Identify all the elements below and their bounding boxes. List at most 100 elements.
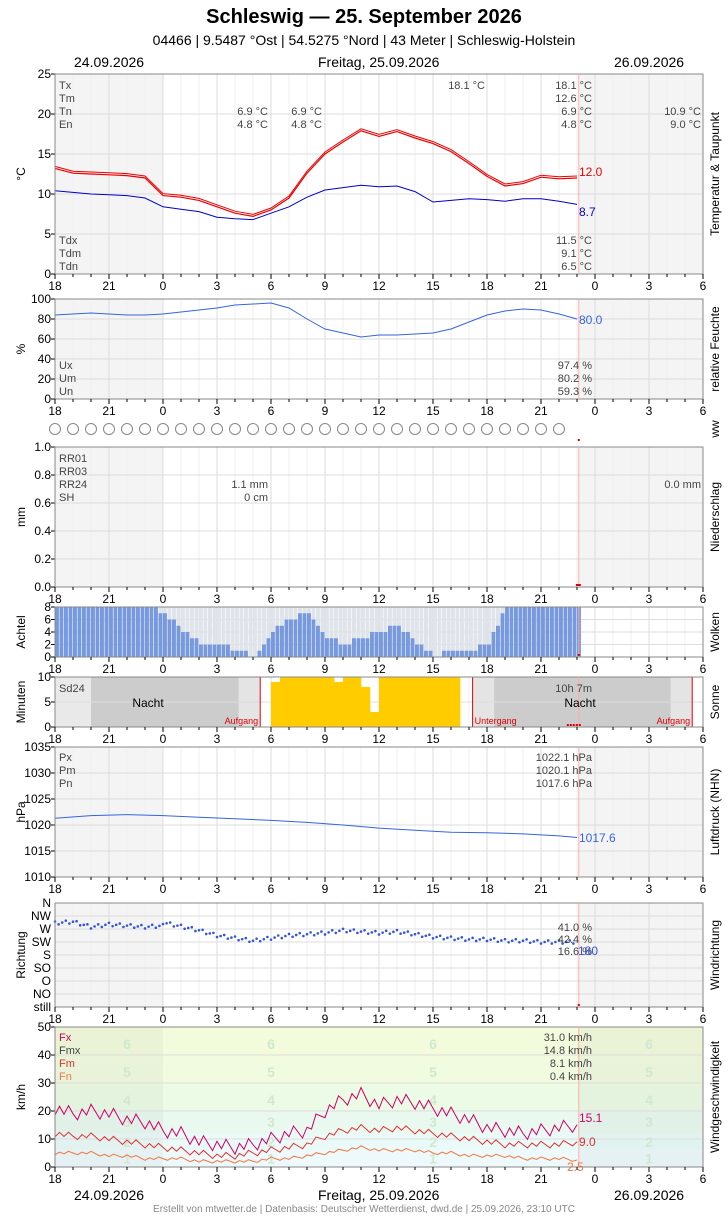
wind-direction-point [89,927,93,930]
x-tick-label: 0 [160,279,167,293]
ww-circle [229,423,241,435]
cloud-bar-bg [248,607,253,657]
wind-direction-point [176,924,179,927]
ww-circle [373,423,385,435]
wind-direction-point [478,938,482,941]
wind-direction-point [500,939,503,942]
wind-direction-point [248,940,251,944]
wind-direction-point [316,932,320,935]
x-tick-label: 18 [48,662,62,676]
y-tick-label: 2 [44,638,51,652]
x-tick-label: 3 [214,662,221,676]
wind-direction-point [82,923,86,927]
y-tick-label: 1025 [24,792,51,806]
cloud-bar-bg [199,607,203,657]
cloud-bar [266,638,271,657]
wind-direction-point [122,925,125,929]
beaufort-band [55,1057,703,1086]
beaufort-label: 3 [267,1114,275,1130]
wind-direction-point [302,934,305,938]
cloud-bar [464,650,469,657]
wind-direction-point [496,940,500,944]
annotation-tn-next: 10.9 °C [664,106,701,118]
wind-direction-point [68,922,71,925]
panel-title: Luftdruck (NHN) [708,769,722,856]
wind-direction-point [564,940,568,944]
x-tick-label: 12 [372,279,386,293]
x-tick-label: 0 [160,882,167,896]
cloud-bar [397,625,401,657]
ww-circle [427,423,439,435]
ww-circle [463,423,475,435]
y-tick-label: 0 [44,720,51,734]
x-tick-label: 18 [480,404,494,418]
panel-title: relative Feuchte [708,306,722,392]
wind-direction-point [75,919,78,923]
wind-direction-point [276,934,280,937]
annotation-tn-night: 6.9 °C [291,106,322,118]
sun-marker [566,724,569,726]
y-tick-label: 1035 [24,740,51,754]
stat-label-fmx: Fmx [59,1045,81,1057]
x-tick-label: 0 [592,1012,599,1026]
wind-direction-point [183,927,186,931]
ww-circle [121,423,133,435]
x-tick-label: 0 [160,1012,167,1026]
wind-direction-point [86,923,89,926]
precip-label-sh: SH [59,492,74,504]
wind-direction-point [528,941,532,945]
wind-direction-point [143,927,147,930]
y-axis-label: Minuten [14,681,28,724]
cloud-bar [424,650,428,657]
cloud-bar [406,632,410,657]
wind-direction-point [464,939,467,942]
x-tick-label: 0 [160,592,167,606]
beaufort-label: 4 [429,1092,437,1108]
x-tick-label: 3 [646,404,653,418]
cloud-bar [550,607,554,657]
wind-direction-point [93,925,96,928]
cloud-bar-bg [329,607,334,657]
cloud-bar [361,638,365,657]
precip-rr24-next: 0.0 mm [664,479,701,491]
cloud-bar-bg [424,607,428,657]
wind-direction-point [244,936,248,940]
wind-direction-point [219,934,222,938]
cloud-bar-bg [455,607,460,657]
wind-direction-point [507,940,510,944]
cloud-bar [100,607,104,657]
y-axis-label: hPa [14,801,28,823]
stat-value-tx: 18.1 °C [555,80,592,92]
cloud-bar [428,650,433,657]
cloud-bar [172,619,176,657]
wind-direction-point [327,931,330,934]
humidity-line [54,302,578,338]
wind-direction-point [291,935,294,939]
y-tick-label: N [42,896,51,910]
date-next-top: 26.09.2026 [614,54,685,70]
stat-label-en: En [59,119,72,131]
wind-direction-point [197,929,201,932]
ww-circle [265,423,277,435]
cloud-bar [559,607,563,657]
sun-bar [334,682,344,727]
wind-direction-point [125,924,129,927]
sun-sd24-label: Sd24 [59,683,85,695]
sun-bar [316,677,326,727]
temperature-max-line [54,128,578,215]
y-tick-label: 4 [44,625,51,639]
x-tick-label: 3 [646,1012,653,1026]
wind-direction-point [539,942,543,945]
wind-direction-point [384,929,388,933]
cloud-bar [554,607,559,657]
cloud-bar-bg [482,607,487,657]
last-temperature-label: 12.0 [579,165,603,179]
stat-label-tdx: Tdx [59,235,78,247]
x-tick-label: 3 [214,1172,221,1186]
cloud-bar [496,625,500,657]
sun-bar [343,677,353,727]
station-info: 04466 | 9.5487 °Ost | 54.5275 °Nord | 43… [152,32,576,48]
cloud-bar [91,607,95,657]
stat-label-fm: Fm [59,1058,75,1070]
wind-direction-point [453,938,456,942]
